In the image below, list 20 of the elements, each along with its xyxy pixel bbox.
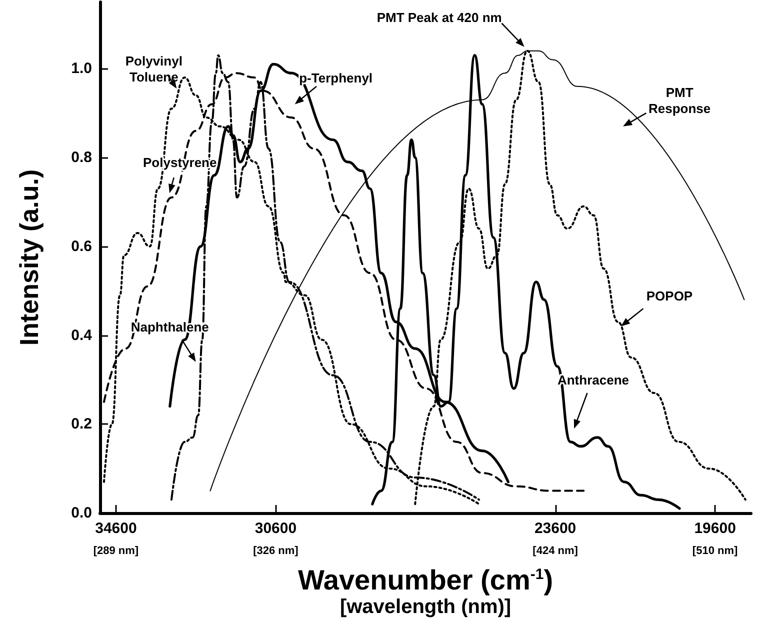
y-tick-label: 0.8 <box>71 149 92 166</box>
y-tick-label: 1.0 <box>71 60 92 78</box>
text: [289 nm] <box>93 545 139 557</box>
annotation: PMT Peak at 420 nm <box>376 10 502 25</box>
y-axis-title: Intensity (a.u.) <box>14 169 44 346</box>
x-tick-label: 30600 <box>254 520 297 537</box>
text: [510 nm] <box>692 545 738 557</box>
y-tick-label: 0.6 <box>71 238 92 255</box>
text: POPOP <box>646 288 693 304</box>
x-tick-label: 23600 <box>534 520 576 537</box>
y-tick-label: 0.4 <box>71 326 93 344</box>
series-label: PMT Response <box>648 84 711 116</box>
x-axis-title: Wavenumber (cm$^{-1}$) [wavelength (nm)] <box>296 563 554 620</box>
y-tick-label: 0.0 <box>71 504 92 522</box>
series-label: p-Terphenyl <box>299 70 373 86</box>
x-tick-label: 34600 <box>95 520 137 537</box>
text: [326 nm] <box>253 545 299 557</box>
x-tick-label: 19600 <box>694 520 736 537</box>
text: [424 nm] <box>532 545 578 557</box>
y-tick-label: 0.2 <box>71 416 92 433</box>
